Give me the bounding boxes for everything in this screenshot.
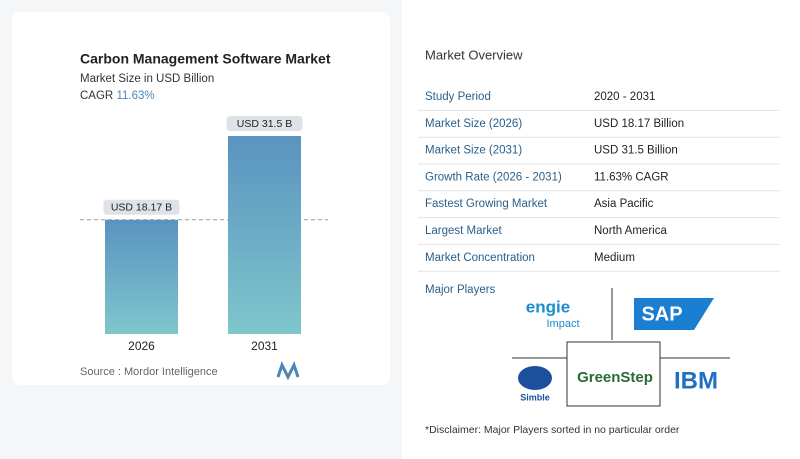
row-label: Market Size (2026) bbox=[425, 118, 522, 130]
player-logo: Simble bbox=[520, 392, 550, 402]
row-value: 2020 - 2031 bbox=[594, 91, 655, 103]
row-value: USD 31.5 Billion bbox=[594, 145, 678, 157]
row-value: North America bbox=[594, 225, 667, 237]
simble-shape bbox=[518, 366, 552, 390]
chart-subtitle: Market Size in USD Billion bbox=[80, 73, 214, 85]
row-label: Growth Rate (2026 - 2031) bbox=[425, 171, 562, 183]
row-value: 11.63% CAGR bbox=[594, 171, 669, 183]
logo bbox=[276, 361, 300, 381]
row-label: Market Size (2031) bbox=[425, 145, 522, 157]
row-value: Asia Pacific bbox=[594, 198, 654, 210]
divider-box bbox=[566, 341, 661, 407]
cagr: CAGR 11.63% bbox=[80, 90, 155, 102]
disclaimer: *Disclaimer: Major Players sorted in no … bbox=[425, 424, 680, 436]
row-label: Market Concentration bbox=[425, 252, 535, 264]
x-tick-label: 2031 bbox=[251, 339, 278, 353]
sap-shape bbox=[634, 298, 714, 330]
label-box bbox=[226, 116, 303, 131]
x-tick-label: 2026 bbox=[128, 339, 155, 353]
player-logo: GreenStep bbox=[577, 369, 653, 386]
player-logo: IBM bbox=[674, 367, 718, 394]
data-label: USD 31.5 B bbox=[237, 118, 292, 130]
data-label: USD 18.17 B bbox=[111, 202, 172, 214]
player-logo: Impact bbox=[546, 318, 579, 330]
chart-card bbox=[12, 12, 390, 385]
label-box bbox=[103, 199, 180, 215]
row-label: Largest Market bbox=[425, 225, 503, 237]
chart-title: Carbon Management Software Market bbox=[80, 51, 331, 67]
overview-title: Market Overview bbox=[425, 47, 523, 62]
row-value: USD 18.17 Billion bbox=[594, 118, 684, 130]
bar bbox=[105, 219, 178, 334]
players-title: Major Players bbox=[425, 284, 496, 296]
row-label: Study Period bbox=[425, 91, 491, 103]
bar bbox=[228, 136, 301, 334]
source: Source : Mordor Intelligence bbox=[80, 366, 218, 378]
player-logo: SAP bbox=[641, 303, 682, 325]
row-value: Medium bbox=[594, 252, 635, 264]
row-label: Fastest Growing Market bbox=[425, 198, 548, 210]
player-logo: engie bbox=[526, 297, 570, 316]
